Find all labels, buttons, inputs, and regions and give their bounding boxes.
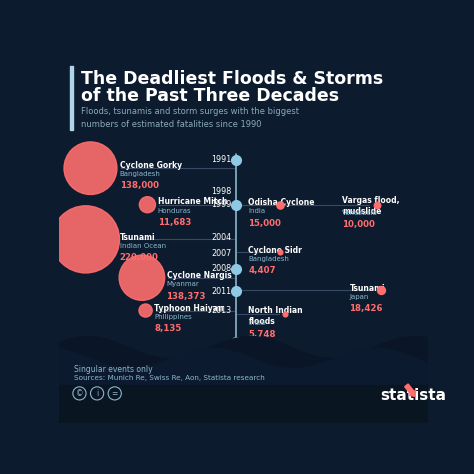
Text: 1998: 1998 <box>211 187 231 196</box>
FancyArrow shape <box>405 384 416 396</box>
Text: 2013: 2013 <box>211 306 231 315</box>
Text: 4,407: 4,407 <box>248 266 276 275</box>
Text: Bangladesh: Bangladesh <box>120 171 161 177</box>
Text: of the Past Three Decades: of the Past Three Decades <box>81 87 339 105</box>
Text: India: India <box>248 209 265 214</box>
Text: 2011: 2011 <box>211 287 231 296</box>
Text: statista: statista <box>381 388 447 403</box>
Text: 138,000: 138,000 <box>120 182 159 191</box>
Text: 11,683: 11,683 <box>158 218 191 227</box>
Circle shape <box>64 142 117 194</box>
Bar <box>70 66 73 130</box>
Text: Indian Ocean: Indian Ocean <box>120 243 166 249</box>
Text: Tsunami: Tsunami <box>349 284 385 293</box>
Circle shape <box>139 304 152 317</box>
Circle shape <box>119 255 164 301</box>
Text: Venezuela: Venezuela <box>342 210 378 216</box>
Text: North Indian
floods: North Indian floods <box>248 306 303 326</box>
Text: The Deadliest Floods & Storms: The Deadliest Floods & Storms <box>81 70 383 88</box>
Text: 8,135: 8,135 <box>154 324 181 333</box>
Text: =: = <box>111 389 118 398</box>
Text: Honduras: Honduras <box>158 208 191 214</box>
Text: 15,000: 15,000 <box>248 219 281 228</box>
Text: 2004: 2004 <box>211 233 231 242</box>
Text: 1991: 1991 <box>211 155 231 164</box>
Text: Floods, tsunamis and storm surges with the biggest
numbers of estimated fataliti: Floods, tsunamis and storm surges with t… <box>81 107 299 129</box>
Text: India: India <box>248 319 265 326</box>
Text: 10,000: 10,000 <box>342 220 375 229</box>
Text: 2007: 2007 <box>211 249 231 258</box>
Text: 18,426: 18,426 <box>349 304 383 313</box>
Text: 220,000: 220,000 <box>120 253 159 262</box>
Text: 138,373: 138,373 <box>166 292 206 301</box>
Text: Bangladesh: Bangladesh <box>248 256 289 262</box>
Text: Cyclone Nargis: Cyclone Nargis <box>166 271 231 280</box>
Text: Myanmar: Myanmar <box>166 282 199 287</box>
Text: Tsunami: Tsunami <box>120 233 155 242</box>
Text: Philippines: Philippines <box>154 314 192 320</box>
Text: 2008: 2008 <box>211 264 231 273</box>
Circle shape <box>139 197 155 213</box>
Text: Singular events only: Singular events only <box>74 365 153 374</box>
Text: Typhoon Haiyan: Typhoon Haiyan <box>154 304 224 313</box>
Text: Hurricane Mitch: Hurricane Mitch <box>158 197 227 206</box>
Text: i: i <box>96 389 98 398</box>
Text: Japan: Japan <box>349 294 369 300</box>
Text: 1999: 1999 <box>211 200 231 209</box>
Text: ©: © <box>76 389 83 398</box>
Text: Odisha Cyclone: Odisha Cyclone <box>248 198 315 207</box>
Text: Cyclone Gorky: Cyclone Gorky <box>120 161 182 170</box>
Text: Sources: Munich Re, Swiss Re, Aon, Statista research: Sources: Munich Re, Swiss Re, Aon, Stati… <box>74 375 264 381</box>
Text: 5,748: 5,748 <box>248 330 276 339</box>
Circle shape <box>52 206 119 273</box>
Text: Vargas flood,
mudslide: Vargas flood, mudslide <box>342 196 400 217</box>
Text: Cyclone Sidr: Cyclone Sidr <box>248 246 302 255</box>
